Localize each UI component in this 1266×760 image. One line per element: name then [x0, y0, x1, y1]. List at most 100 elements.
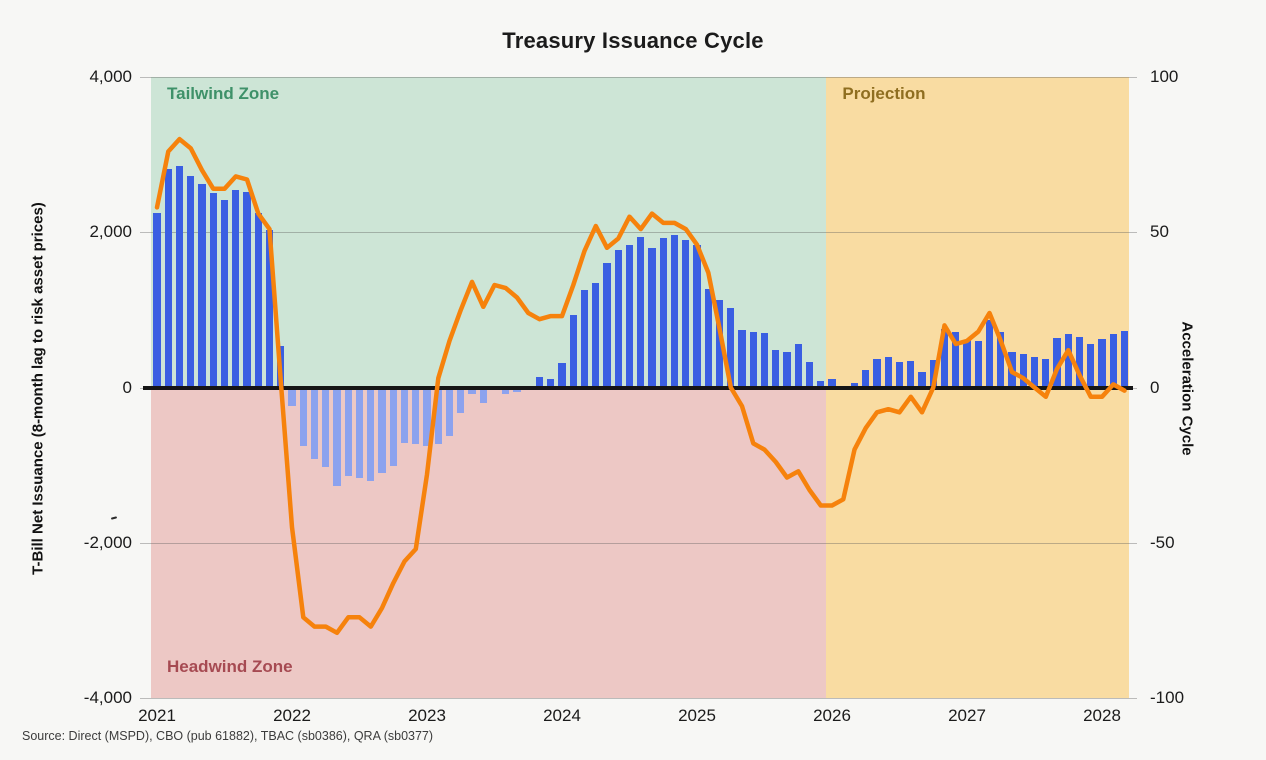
- x-axis-tick-label: 2027: [948, 706, 986, 725]
- issuance-bar: [940, 329, 949, 388]
- issuance-bar: [198, 184, 206, 388]
- issuance-bar: [299, 387, 307, 446]
- issuance-bar: [715, 299, 724, 388]
- chart-title: Treasury Issuance Cycle: [502, 28, 764, 53]
- issuance-bar: [164, 169, 172, 388]
- issuance-bar: [400, 387, 409, 443]
- issuance-bar: [1098, 339, 1106, 388]
- issuance-bar: [805, 361, 814, 388]
- issuance-bar: [175, 166, 184, 388]
- zero-baseline: [143, 385, 1133, 390]
- issuance-bar: [1042, 358, 1050, 388]
- right-axis-title: Acceleration Cycle: [1178, 321, 1196, 456]
- right-axis-tick-label: 100: [1150, 67, 1179, 86]
- issuance-bar: [659, 238, 667, 388]
- issuance-bar: [907, 361, 915, 388]
- stray-tick-mark: [110, 516, 118, 520]
- x-axis-tick-label: 2021: [138, 706, 176, 725]
- issuance-bar: [884, 357, 892, 388]
- issuance-bar: [322, 387, 330, 468]
- issuance-bar: [985, 319, 994, 388]
- left-axis-tick-label: -4,000: [83, 688, 132, 707]
- issuance-bar: [693, 244, 701, 388]
- issuance-bar: [1064, 333, 1072, 388]
- issuance-bar: [153, 212, 161, 388]
- issuance-bar: [333, 387, 341, 487]
- issuance-bar: [760, 333, 769, 388]
- issuance-bar: [220, 200, 229, 388]
- issuance-bar: [254, 212, 262, 388]
- issuance-bar: [209, 192, 217, 388]
- issuance-bar: [187, 176, 195, 388]
- x-axis-tick-label: 2025: [678, 706, 716, 725]
- x-axis-tick-label: 2022: [273, 706, 311, 725]
- tailwind-zone-label: Tailwind Zone: [167, 84, 280, 103]
- issuance-bar: [783, 351, 791, 388]
- issuance-bar: [412, 387, 420, 445]
- projection-zone-label: Projection: [842, 84, 926, 103]
- issuance-bar: [1053, 338, 1061, 388]
- issuance-bar: [457, 387, 465, 413]
- issuance-bar: [873, 358, 881, 388]
- issuance-bar: [288, 387, 296, 407]
- issuance-bar: [952, 332, 960, 388]
- issuance-bar: [558, 363, 566, 388]
- right-axis-tick-label: 50: [1150, 222, 1169, 242]
- issuance-bar: [895, 361, 904, 388]
- issuance-bar: [772, 350, 780, 388]
- gridline: [140, 698, 1137, 699]
- issuance-bar: [232, 190, 240, 388]
- issuance-bar: [614, 249, 622, 388]
- issuance-bar: [963, 339, 971, 388]
- issuance-bar: [1019, 354, 1027, 388]
- issuance-bar: [367, 387, 375, 481]
- source-note: Source: Direct (MSPD), CBO (pub 61882), …: [22, 729, 434, 743]
- issuance-bar: [738, 330, 746, 388]
- issuance-bar: [974, 341, 982, 388]
- issuance-bar: [434, 387, 442, 445]
- issuance-bar: [355, 387, 364, 478]
- issuance-bar: [1109, 333, 1117, 388]
- issuance-bar: [648, 247, 656, 388]
- issuance-bar: [344, 387, 352, 476]
- issuance-bar: [265, 229, 274, 388]
- gridline: [140, 77, 1137, 78]
- issuance-bar: [749, 332, 757, 388]
- left-axis-tick-label: -2,000: [83, 532, 132, 552]
- issuance-bar: [1120, 330, 1129, 388]
- gridline: [140, 232, 1137, 234]
- issuance-bar: [310, 387, 319, 460]
- headwind-zone-label: Headwind Zone: [167, 657, 293, 676]
- issuance-bar: [1087, 344, 1095, 388]
- issuance-bar: [423, 387, 431, 446]
- issuance-bar: [603, 263, 611, 388]
- issuance-bar: [243, 191, 251, 388]
- issuance-bar: [580, 290, 589, 388]
- right-axis-tick-label: 0: [1150, 377, 1160, 397]
- x-axis-tick-label: 2023: [408, 706, 446, 725]
- issuance-bar: [929, 359, 937, 388]
- x-axis-tick-label: 2026: [813, 706, 851, 725]
- issuance-bar: [794, 344, 802, 388]
- issuance-bar: [389, 387, 397, 466]
- right-axis-tick-label: -50: [1150, 532, 1175, 552]
- issuance-bar: [277, 345, 285, 388]
- gridline: [140, 542, 1137, 544]
- issuance-bar: [1030, 356, 1039, 388]
- issuance-bar: [704, 288, 712, 388]
- issuance-bar: [682, 240, 690, 388]
- left-axis-tick-label: 4,000: [89, 67, 132, 86]
- issuance-bar: [997, 331, 1005, 388]
- x-axis-tick-label: 2024: [543, 706, 581, 725]
- left-axis-tick-label: 2,000: [89, 222, 132, 242]
- issuance-bar: [1075, 337, 1084, 388]
- issuance-bar: [637, 236, 645, 388]
- issuance-bar: [727, 308, 735, 388]
- issuance-bar: [1008, 352, 1016, 388]
- issuance-bar: [479, 387, 487, 403]
- issuance-bar: [378, 387, 386, 473]
- issuance-bar: [569, 315, 577, 388]
- issuance-bar: [670, 235, 679, 388]
- right-axis-tick-label: -100: [1150, 688, 1185, 707]
